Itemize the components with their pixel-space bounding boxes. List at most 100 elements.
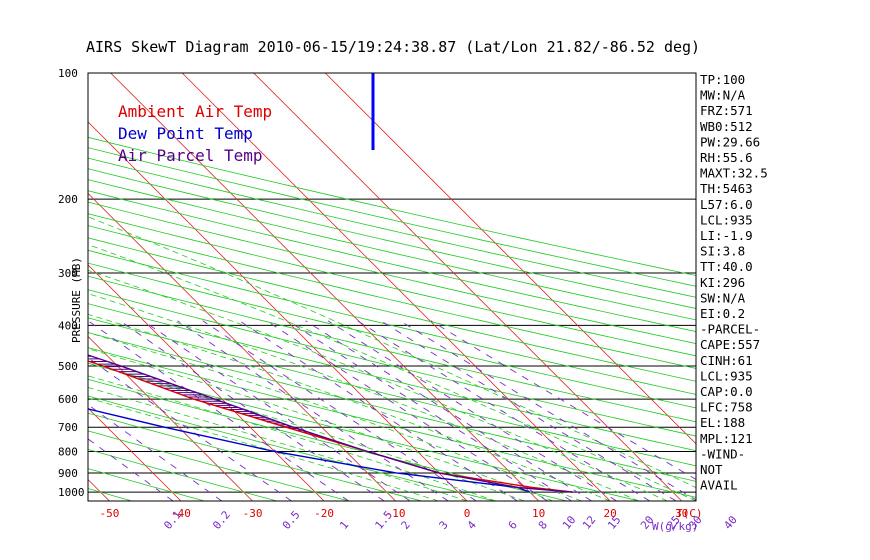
pressure-tick-label: 600 bbox=[58, 393, 78, 406]
stat-item: LFC:758 bbox=[700, 400, 753, 415]
dry-adiabat-line bbox=[88, 136, 696, 276]
dry-adiabat-line bbox=[88, 190, 696, 333]
bottom-temp-tick-label: 0 bbox=[464, 507, 471, 520]
series-line-2 bbox=[88, 354, 573, 493]
legend-entry: Ambient Air Temp bbox=[118, 102, 272, 121]
isotherm-line bbox=[88, 264, 325, 501]
mixing-ratio-tick-label: 40 bbox=[721, 513, 739, 532]
dry-adiabat-line bbox=[0, 73, 59, 501]
series-line-1 bbox=[88, 408, 531, 493]
legend: Ambient Air Temp Dew Point Temp Air Parcel… bbox=[118, 102, 272, 165]
stat-item: EL:188 bbox=[700, 415, 745, 430]
isotherm-line bbox=[88, 121, 468, 501]
pressure-tick-label: 500 bbox=[58, 360, 78, 373]
stat-item: SI:3.8 bbox=[700, 244, 745, 259]
pressure-tick-label: 1000 bbox=[58, 486, 85, 499]
bottom-temp-tick-label: 20 bbox=[604, 507, 617, 520]
bottom-temp-tick-label: -20 bbox=[314, 507, 334, 520]
dry-adiabat-line bbox=[88, 289, 696, 437]
mixing-ratio-line bbox=[266, 320, 548, 501]
mixing-ratio-line bbox=[305, 320, 592, 501]
pressure-tick-label: 100 bbox=[58, 67, 78, 80]
mixing-ratio-tick-label: 2 bbox=[399, 518, 413, 531]
moist-adiabat-line bbox=[88, 387, 468, 501]
stats-panel: TP:100MW:N/AFRZ:571WB0:512PW:29.66RH:55.… bbox=[700, 72, 768, 493]
stat-item: EI:0.2 bbox=[700, 306, 745, 321]
plot-frame bbox=[87, 72, 697, 502]
legend-entry: Air Parcel Temp bbox=[118, 146, 263, 165]
isotherm-line bbox=[88, 407, 182, 501]
y-axis-label: PRESSURE (MB) bbox=[70, 257, 83, 343]
moist-adiabat-line bbox=[88, 397, 439, 501]
isotherm-line bbox=[324, 73, 696, 445]
dry-adiabat-line bbox=[88, 303, 696, 452]
mixing-ratio-line bbox=[88, 404, 223, 501]
moist-adiabat-line bbox=[88, 244, 696, 501]
mixing-ratio-tick-label: 6 bbox=[506, 518, 520, 531]
stat-item: FRZ:571 bbox=[700, 103, 753, 118]
moist-adiabat-line bbox=[88, 348, 554, 501]
stat-item: LCL:935 bbox=[700, 212, 753, 227]
dry-adiabat-line bbox=[88, 412, 423, 501]
x-axis-label: T(C) bbox=[676, 507, 703, 520]
dry-adiabat-line bbox=[88, 249, 696, 395]
stat-item: LI:-1.9 bbox=[700, 228, 753, 243]
dry-adiabat-line bbox=[88, 225, 696, 369]
mixing-ratio-tick-label: 4 bbox=[465, 518, 479, 532]
mixing-ratio-line bbox=[287, 320, 572, 501]
stat-item: MW:N/A bbox=[700, 88, 746, 103]
bottom-temp-tick-label: 10 bbox=[532, 507, 545, 520]
pressure-tick-label: 800 bbox=[58, 446, 78, 459]
dry-adiabat-line bbox=[88, 395, 495, 501]
stat-item: NOT bbox=[700, 462, 723, 477]
bottom-temp-tick-label: -40 bbox=[171, 507, 191, 520]
isotherm-line bbox=[88, 335, 253, 501]
stat-item: SW:N/A bbox=[700, 290, 746, 305]
dry-adiabat-line bbox=[88, 179, 696, 321]
dry-adiabat-line bbox=[88, 378, 568, 501]
bottom-temp-tick-label: -50 bbox=[100, 507, 120, 520]
stat-item: WB0:512 bbox=[700, 119, 753, 134]
profile-curves bbox=[88, 73, 573, 493]
mixing-ratio-line bbox=[357, 320, 651, 501]
stat-item: TT:40.0 bbox=[700, 259, 753, 274]
dry-adiabat-line bbox=[88, 448, 278, 501]
stat-item: L57:6.0 bbox=[700, 197, 753, 212]
mixing-ratio-line bbox=[119, 320, 385, 501]
pressure-tick-label: 300 bbox=[58, 267, 78, 280]
mixing-ratio-tick-label: 0.2 bbox=[210, 508, 233, 532]
dry-adiabat-line bbox=[88, 201, 696, 345]
moist-adiabat-line bbox=[88, 332, 582, 501]
mixing-ratio-line bbox=[88, 320, 350, 501]
dry-adiabat-line bbox=[88, 488, 133, 501]
stat-item: -WIND- bbox=[700, 446, 745, 461]
dry-adiabat-line bbox=[88, 332, 696, 482]
mixing-ratio-line bbox=[177, 320, 449, 501]
mixing-ratio-line bbox=[143, 320, 411, 501]
dry-adiabat-line bbox=[88, 468, 205, 501]
stat-item: CAPE:557 bbox=[700, 337, 760, 352]
isotherm-line bbox=[88, 478, 110, 501]
mixing-ratio-tick-label: 3 bbox=[437, 518, 451, 531]
mixing-ratio-line bbox=[88, 438, 174, 501]
dry-adiabat-line bbox=[88, 237, 696, 382]
series-line-0 bbox=[88, 360, 573, 493]
mixing-ratio-line bbox=[202, 320, 477, 501]
isotherm-line bbox=[0, 73, 38, 501]
pressure-tick-label: 900 bbox=[58, 467, 78, 480]
stat-item: KI:296 bbox=[700, 275, 745, 290]
mixing-ratio-tick-label: 1 bbox=[337, 518, 351, 531]
pressure-tick-label: 700 bbox=[58, 421, 78, 434]
mixing-ratio-tick-label: 0.5 bbox=[280, 508, 303, 532]
mixing-ratio-tick-label: 8 bbox=[536, 518, 550, 531]
dry-adiabat-line bbox=[88, 262, 696, 409]
bottom-temp-tick-label: -30 bbox=[243, 507, 263, 520]
stat-item: PW:29.66 bbox=[700, 134, 760, 149]
stat-item: MPL:121 bbox=[700, 431, 753, 446]
legend-entry: Dew Point Temp bbox=[118, 124, 253, 143]
dry-adiabat-line bbox=[88, 317, 696, 467]
mixing-ratio-axis-label: W(g/kg) bbox=[652, 520, 698, 533]
moist-adiabat-line bbox=[88, 313, 611, 501]
